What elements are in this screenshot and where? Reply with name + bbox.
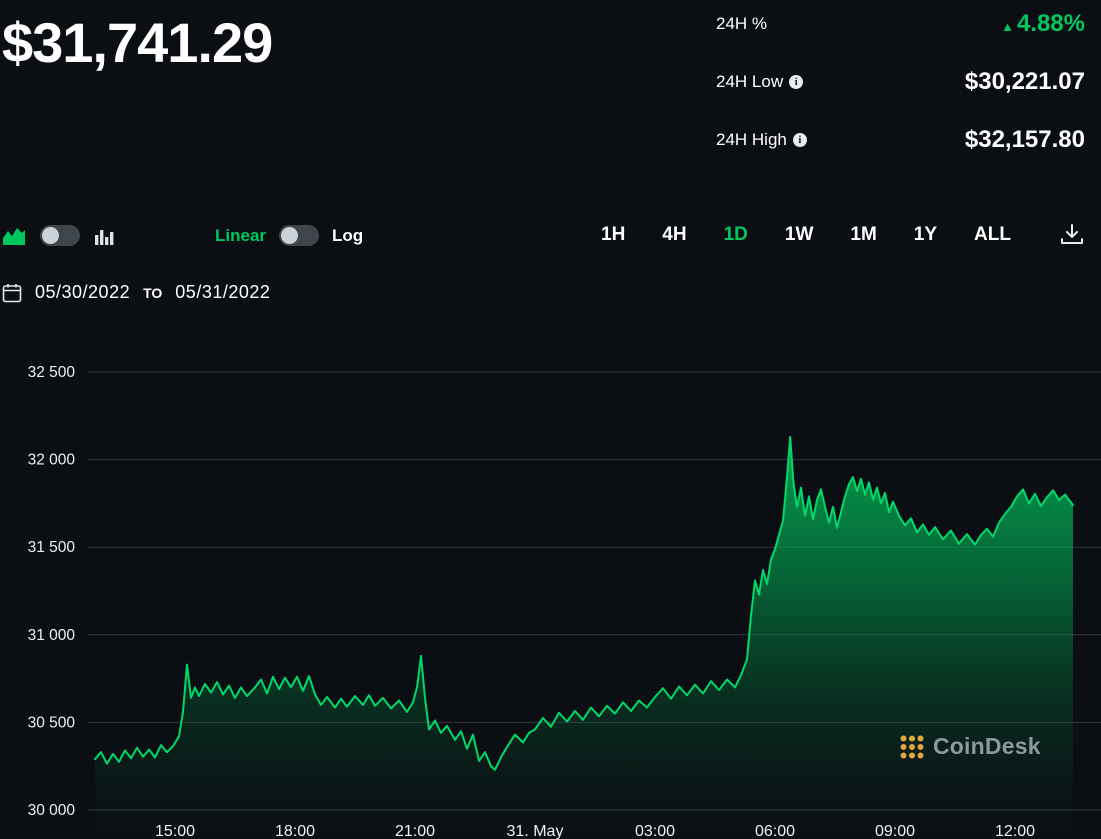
current-price: $31,741.29 [2,11,273,74]
info-icon[interactable]: i [789,75,804,89]
price-line [94,435,1074,771]
coindesk-logo-icon [900,735,924,758]
x-axis-label: 09:00 [875,823,915,839]
range-4h[interactable]: 4H [662,224,687,245]
stat-row-high: 24H High i $32,157.80 [716,124,1085,156]
y-axis-label: 31 000 [28,627,76,644]
x-axis-label: 03:00 [635,823,675,839]
y-axis-label: 32 000 [28,452,76,469]
download-icon [1061,224,1083,244]
scale-linear-label[interactable]: Linear [215,225,267,245]
stat-label-24h-high: 24H High [716,130,787,149]
stat-value-24h-high: $32,157.80 [964,126,1085,153]
range-1h[interactable]: 1H [601,224,626,245]
range-all[interactable]: ALL [974,224,1011,245]
scale-controls: Linear Log [215,225,363,246]
stats-panel: 24H % ▲ 4.88% 24H Low i $30,221.07 24H Hi… [716,8,1085,182]
y-axis-label: 32 500 [28,364,76,381]
chart-type-controls [2,225,114,246]
watermark-text: CoinDesk [933,733,1041,759]
range-1m[interactable]: 1M [850,224,877,245]
stat-row-change: 24H % ▲ 4.88% [716,8,1085,40]
stat-value-24h-percent: ▲ 4.88% [1001,10,1085,38]
info-icon[interactable]: i [792,133,807,147]
x-axis-label: 06:00 [755,823,795,839]
up-triangle-icon: ▲ [1001,19,1014,34]
x-axis-label: 21:00 [395,823,435,839]
stat-row-low: 24H Low i $30,221.07 [716,66,1085,98]
download-button[interactable] [1059,223,1085,252]
time-range-selector: 1H 4H 1D 1W 1M 1Y ALL [601,224,1011,246]
calendar-icon[interactable] [2,283,22,303]
range-1w[interactable]: 1W [784,224,814,245]
range-1d[interactable]: 1D [723,224,748,245]
x-axis-label: 18:00 [275,823,315,839]
toggle-knob [281,227,299,244]
date-to-input[interactable]: 05/31/2022 [175,282,271,302]
bar-chart-icon[interactable] [94,226,114,246]
y-axis-label: 31 500 [28,539,76,556]
range-1y[interactable]: 1Y [913,224,938,245]
stat-value-24h-low: $30,221.07 [964,68,1085,95]
scale-log-label[interactable]: Log [332,225,364,245]
stat-label-24h-percent: 24H % [716,14,768,33]
date-range-picker: 05/30/2022 TO 05/31/2022 [2,282,270,303]
change-percent: 4.88% [1016,10,1085,37]
x-axis-label: 15:00 [155,823,195,839]
coindesk-watermark: CoinDesk [899,733,1041,760]
scale-toggle[interactable] [279,225,320,246]
x-axis-label: 12:00 [995,823,1035,839]
area-chart-icon[interactable] [2,226,26,246]
chart-type-toggle[interactable] [40,225,80,246]
date-from-input[interactable]: 05/30/2022 [35,282,131,302]
stat-label-24h-low: 24H Low [716,72,784,91]
y-axis-label: 30 500 [28,714,76,731]
price-area [95,436,1073,839]
chart-toolbar: Linear Log 1H 4H 1D 1W 1M 1Y ALL [0,220,1101,258]
x-axis-label: 31. May [507,823,564,839]
date-range-separator: TO [143,284,163,301]
toggle-knob [42,227,59,244]
y-axis-label: 30 000 [28,802,76,819]
